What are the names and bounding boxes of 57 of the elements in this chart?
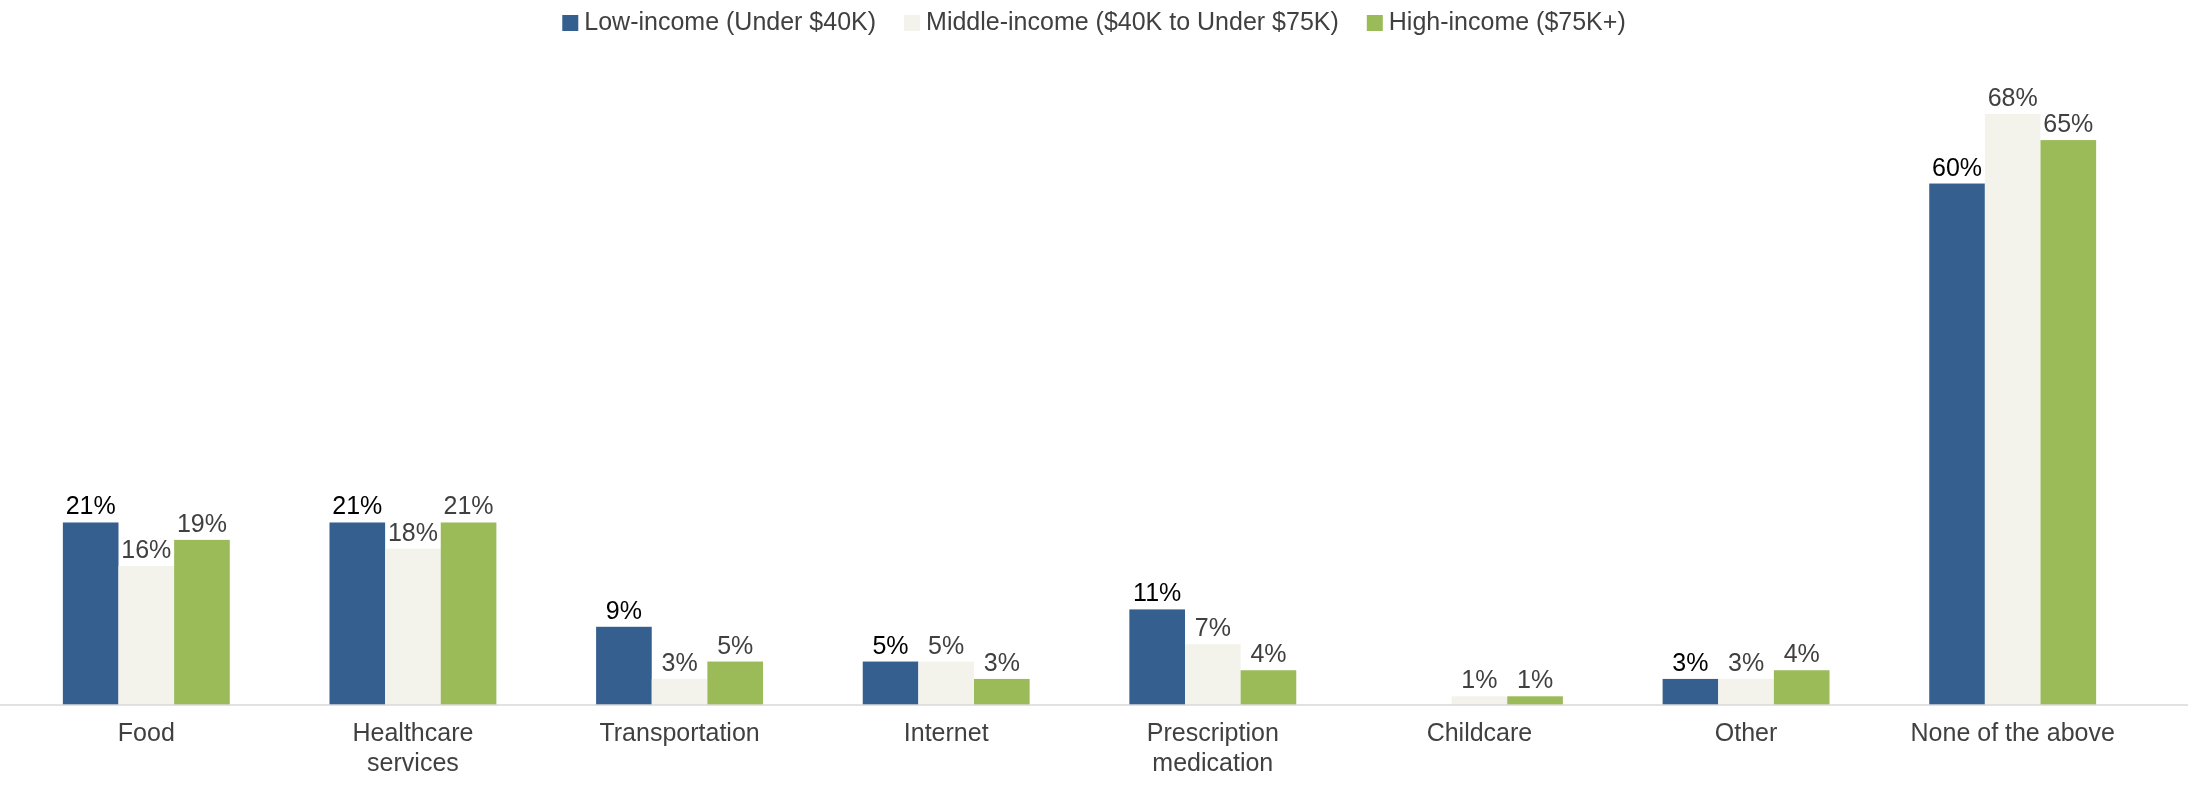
data-label: 1% (1517, 665, 1554, 694)
bar (1240, 670, 1297, 705)
bar (1507, 696, 1563, 705)
data-label: 21% (332, 491, 383, 520)
data-label: 19% (176, 508, 227, 537)
data-label: 5% (928, 630, 965, 659)
x-tick-label: Healthcare services (352, 718, 474, 776)
bar (974, 678, 1030, 705)
x-tick-label: None of the above (1910, 718, 2115, 746)
bar (1718, 678, 1774, 705)
data-label: 11% (1133, 578, 1182, 607)
data-label: 7% (1194, 613, 1231, 642)
data-label: 3% (661, 647, 698, 676)
data-label: 60% (1932, 152, 1983, 181)
bar (118, 565, 175, 705)
bar (1129, 609, 1185, 705)
bar (2040, 140, 2097, 705)
bar (707, 661, 764, 705)
bar (1773, 670, 1830, 705)
x-tick-label: Other (1714, 718, 1778, 746)
bar (62, 522, 119, 705)
data-label: 65% (2043, 109, 2094, 138)
data-label: 4% (1783, 639, 1820, 668)
data-label: 16% (121, 534, 172, 563)
legend-label: Low-income (Under $40K) (584, 7, 877, 35)
x-tick-label: Childcare (1426, 718, 1533, 746)
data-label: 5% (717, 630, 754, 659)
data-label: 3% (1727, 647, 1765, 676)
data-label: 68% (1987, 83, 2038, 111)
bar (596, 626, 652, 705)
bar (862, 661, 919, 705)
legend-label: High-income ($75K+) (1388, 7, 1626, 35)
data-label: 3% (983, 647, 1020, 676)
bar (440, 522, 497, 705)
data-label: 3% (1672, 647, 1709, 676)
data-label: 5% (872, 630, 909, 659)
bar (1662, 678, 1719, 705)
data-label: 21% (443, 491, 494, 520)
x-tick-label: Prescription medication (1146, 718, 1279, 776)
data-label: 21% (65, 491, 116, 520)
bar (1984, 114, 2041, 705)
bar (1929, 183, 1985, 705)
data-label: 4% (1250, 639, 1287, 668)
bar (918, 661, 975, 705)
bar (174, 539, 230, 705)
x-tick-label: Food (117, 718, 175, 746)
data-label: 18% (387, 517, 438, 546)
bar (1184, 644, 1241, 705)
bar (1451, 696, 1508, 705)
data-label: 9% (605, 595, 642, 624)
bar (651, 678, 708, 705)
bar (329, 522, 386, 705)
bar (385, 548, 441, 705)
x-tick-label: Transportation (599, 718, 760, 746)
x-tick-label: Internet (903, 718, 989, 746)
legend-label: Middle-income ($40K to Under $75K) (926, 7, 1339, 35)
data-label: 1% (1461, 665, 1498, 694)
